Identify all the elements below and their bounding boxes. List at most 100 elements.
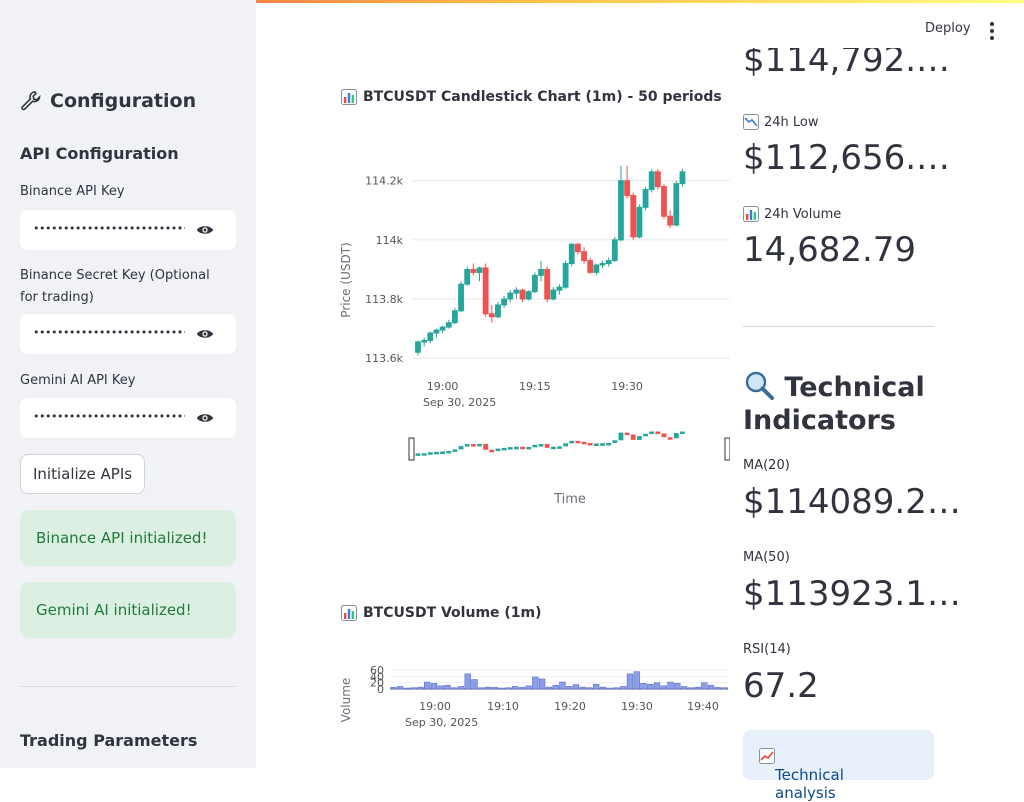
volume-bar (525, 685, 532, 690)
api-config-heading: API Configuration (20, 144, 179, 163)
candle (575, 243, 581, 253)
range-slider-handle-left[interactable] (408, 437, 415, 461)
binance-secret-field[interactable]: •••••••••••••••••••••••••••••••• (20, 314, 236, 354)
candle (513, 289, 520, 294)
gemini-key-label: Gemini AI API Key (20, 373, 136, 388)
sidebar-title-text: Configuration (50, 90, 197, 112)
range-candle (495, 448, 501, 452)
range-candle (544, 444, 550, 448)
candle (415, 341, 421, 353)
bar-chart-icon (341, 605, 357, 621)
volume-bar (714, 687, 722, 690)
range-candle (655, 431, 661, 435)
volume-bar (626, 673, 634, 690)
candle (593, 264, 600, 273)
volume-bar (640, 683, 647, 690)
range-candle (477, 443, 482, 447)
volume-bar (620, 686, 627, 690)
volume-bar (464, 673, 471, 690)
sidebar-divider (20, 686, 236, 687)
candle (445, 322, 452, 328)
eye-icon[interactable] (196, 327, 214, 341)
technical-analysis-info: Technical analysis (743, 730, 934, 802)
binance-key-input[interactable]: •••••••••••••••••••••••••••••••• (33, 222, 185, 235)
volume-bar (430, 683, 438, 690)
bar-chart-icon (341, 89, 357, 105)
deploy-button[interactable]: Deploy (925, 21, 971, 36)
range-candle (667, 437, 673, 440)
volume-bar (707, 684, 715, 690)
volume-bar (647, 683, 654, 690)
volume-bar (592, 683, 600, 690)
y-tick-label: 114k (376, 234, 404, 247)
y-tick-label: 40 (370, 670, 384, 683)
y-tick-label: 114.2k (365, 175, 403, 188)
range-candle (532, 444, 538, 448)
range-candle (458, 445, 464, 450)
volume-bar (437, 685, 444, 690)
ma50-value: $113923.1… (743, 574, 961, 614)
volume-bar (457, 686, 465, 690)
range-candle (661, 433, 667, 438)
candle (482, 267, 489, 315)
candle (488, 313, 495, 318)
range-candle (563, 443, 568, 447)
gemini-key-input[interactable]: •••••••••••••••••••••••••••••••• (33, 410, 185, 423)
volume-bar (660, 685, 667, 690)
range-candle (526, 446, 532, 450)
volume-bar (586, 687, 593, 690)
trading-params-heading: Trading Parameters (20, 731, 198, 750)
candle (495, 304, 501, 318)
range-candle (630, 434, 636, 440)
binance-key-label: Binance API Key (20, 184, 125, 199)
binance-secret-input[interactable]: •••••••••••••••••••••••••••••••• (33, 326, 185, 339)
ma20-label: MA(20) (743, 458, 790, 473)
candle (605, 260, 612, 265)
main-menu-icon[interactable] (990, 22, 994, 43)
initialize-apis-button[interactable]: Initialize APIs (20, 454, 146, 494)
candle (470, 268, 477, 273)
volume-bar (559, 681, 566, 690)
y-tick-label: 113.6k (365, 352, 403, 365)
candle (642, 189, 649, 208)
volume-value: 14,682.79 (743, 230, 917, 270)
range-candle (649, 431, 655, 435)
range-candle (464, 444, 470, 447)
y-axis-label: Price (USDT) (339, 242, 353, 317)
volume-chart-title-text: BTCUSDT Volume (1m) (363, 605, 542, 621)
rsi-label: RSI(14) (743, 642, 791, 657)
volume-bar (538, 678, 546, 690)
volume-bar (552, 684, 559, 690)
volume-bar (613, 687, 620, 690)
candle (581, 251, 587, 262)
candle (439, 326, 446, 331)
range-candle (593, 443, 599, 446)
candle (433, 329, 440, 334)
chart-decreasing-icon (743, 114, 759, 130)
x-tick-label: 19:00 (427, 380, 459, 393)
volume-bar (721, 687, 728, 690)
candle (568, 243, 575, 265)
candlestick-chart[interactable]: Price (USDT) Time Sep 30, 2025 113.6k 113… (335, 130, 730, 530)
volume-y-axis-label: Volume (339, 678, 353, 723)
range-slider-handle-right[interactable] (724, 437, 730, 461)
ma50-label: MA(50) (743, 550, 790, 565)
volume-chart-title: BTCUSDT Volume (1m) (341, 605, 542, 621)
volume-label: 24h Volume (743, 206, 841, 222)
candle (421, 339, 428, 343)
range-candle (680, 431, 685, 435)
volume-bar (633, 671, 640, 690)
candle (556, 286, 563, 291)
volume-bar (511, 686, 519, 690)
eye-icon[interactable] (196, 411, 214, 425)
candle (550, 289, 557, 300)
gemini-key-field[interactable]: •••••••••••••••••••••••••••••••• (20, 398, 236, 438)
range-candle (637, 436, 642, 440)
binance-key-field[interactable]: •••••••••••••••••••••••••••••••• (20, 210, 236, 250)
x-tick-label: 19:15 (519, 380, 551, 393)
volume-bar (498, 687, 505, 690)
eye-icon[interactable] (196, 223, 214, 237)
bar-chart-icon (743, 206, 759, 222)
range-candle (538, 444, 544, 447)
